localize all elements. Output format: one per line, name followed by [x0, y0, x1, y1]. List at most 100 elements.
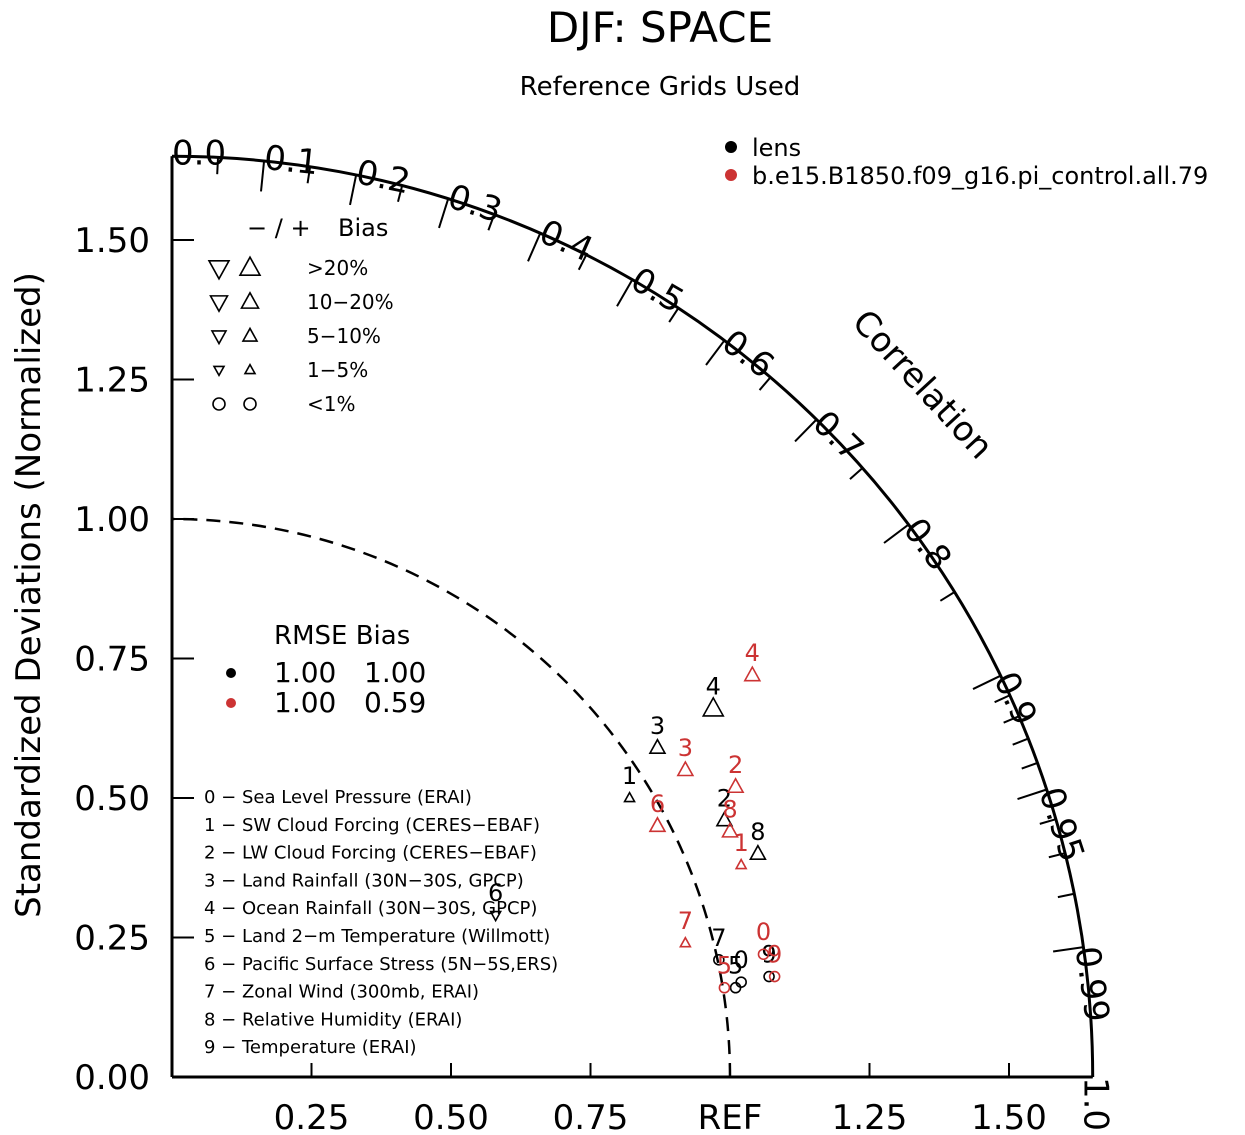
x-tick-label: 1.50 — [971, 1098, 1047, 1135]
corr-tick — [260, 160, 266, 192]
y-tick-label: 0.50 — [74, 779, 150, 819]
data-point-marker — [715, 810, 734, 827]
data-point-marker — [763, 970, 775, 983]
chart-subtitle: Reference Grids Used — [520, 72, 801, 102]
corr-tick-label: 0.0 — [172, 133, 226, 173]
variable-list-item: 6 − Pacific Surface Stress (5N−5S,ERS) — [204, 954, 558, 975]
data-point: 6 — [648, 790, 667, 833]
corr-tick-label: 0.95 — [1030, 782, 1092, 866]
reference-arc — [171, 517, 732, 1078]
corr-minor-tick — [306, 166, 312, 184]
data-point-marker — [734, 857, 748, 870]
variable-list-item: 8 − Relative Humidity (ERAI) — [204, 1009, 462, 1030]
corr-tick — [349, 174, 358, 206]
data-point-marker — [718, 981, 731, 994]
data-point-marker — [729, 981, 742, 994]
x-tick-label: REF — [698, 1098, 763, 1135]
series-legend-label: b.e15.B1850.f09_g16.pi_control.all.79 — [752, 162, 1208, 190]
data-point-label: 2 — [728, 751, 743, 779]
corr-minor-tick — [577, 254, 588, 271]
variable-list-item: 5 − Land 2−m Temperature (Willmott) — [204, 926, 550, 947]
data-point: 0 — [756, 918, 771, 961]
y-axis-label: Standardized Deviations (Normalized) — [9, 272, 49, 918]
bias-legend-label: 1−5% — [307, 358, 368, 382]
corr-minor-tick — [668, 307, 680, 323]
data-point-marker — [648, 738, 667, 754]
bias-legend-label: 10−20% — [307, 290, 394, 314]
x-tick-label: 0.75 — [553, 1098, 629, 1135]
rmse-bias-value: 1.00 — [364, 656, 426, 689]
corr-minor-tick — [487, 214, 496, 231]
corr-minor-tick — [216, 157, 220, 175]
data-point-label: 6 — [488, 879, 503, 907]
data-point-marker — [713, 954, 725, 966]
corr-minor-tick — [758, 376, 772, 391]
corr-tick — [438, 198, 450, 229]
data-point-marker — [489, 910, 502, 923]
y-tick-label: 0.75 — [74, 640, 150, 680]
corr-minor-tick — [939, 591, 956, 602]
corr-tick-label: 0.9 — [985, 666, 1045, 732]
bias-legend-circle-icon — [212, 397, 226, 411]
x-tick-label: 1.25 — [832, 1098, 908, 1135]
data-point-marker — [648, 816, 667, 833]
variable-list-item: 9 − Temperature (ERAI) — [204, 1037, 417, 1058]
variable-list-item: 7 − Zonal Wind (300mb, ERAI) — [204, 982, 479, 1003]
bias-legend-label: <1% — [307, 392, 356, 416]
data-point-label: 4 — [745, 639, 760, 667]
data-point-label: 1 — [622, 762, 637, 790]
data-point: 1 — [622, 762, 637, 803]
corr-tick-label: 0.2 — [353, 152, 414, 202]
data-point-label: 8 — [722, 795, 737, 823]
data-point-label: 9 — [767, 941, 782, 969]
y-tick-label: 1.25 — [74, 361, 150, 401]
outer-arc — [171, 154, 1095, 1078]
corr-tick — [527, 232, 542, 262]
data-point: 6 — [488, 879, 503, 923]
data-point-marker — [679, 936, 692, 948]
rmse-table-header: RMSE Bias — [274, 621, 410, 651]
bias-legend-sign: − / + — [247, 214, 311, 242]
corr-minor-tick — [1012, 737, 1029, 746]
data-point-marker — [757, 948, 770, 961]
data-point-label: 7 — [711, 924, 726, 952]
corr-minor-tick — [1048, 852, 1066, 859]
corr-minor-tick — [1057, 892, 1075, 899]
y-tick-label: 1.50 — [74, 221, 150, 261]
rmse-value: 1.00 — [274, 686, 336, 719]
y-tick-label: 0.00 — [74, 1058, 150, 1098]
bias-legend-up-triangle-icon — [238, 255, 262, 277]
data-point: 2 — [726, 751, 745, 794]
corr-tick-label: 0.5 — [624, 260, 691, 322]
corr-minor-tick — [1003, 715, 1020, 724]
y-tick-label: 0.25 — [74, 919, 150, 959]
corr-tick-label: 0.1 — [262, 138, 320, 183]
data-point-label: 4 — [706, 673, 721, 701]
data-point: 4 — [743, 639, 762, 682]
data-point-marker — [749, 844, 767, 861]
data-point-label: 5 — [717, 952, 732, 980]
data-point: 8 — [749, 818, 767, 861]
corr-tick-label: 0.7 — [805, 403, 872, 469]
variable-list-item: 0 − Sea Level Pressure (ERAI) — [204, 787, 472, 808]
data-point-marker — [768, 970, 781, 983]
rmse-value: 1.00 — [274, 656, 336, 689]
x-tick-label: 0.50 — [413, 1098, 489, 1135]
data-point: 3 — [648, 712, 667, 754]
corr-tick — [794, 418, 818, 443]
data-point: 3 — [676, 734, 695, 777]
data-point-marker — [743, 665, 762, 682]
data-point: 5 — [728, 952, 743, 994]
corr-minor-tick — [994, 694, 1011, 704]
data-point-marker — [726, 777, 745, 794]
bias-legend-up-triangle-icon — [241, 326, 259, 342]
bias-legend-up-triangle-icon — [240, 291, 260, 309]
chart-title: DJF: SPACE — [547, 3, 773, 52]
series-legend-dot — [725, 169, 737, 181]
data-point-label: 3 — [678, 734, 693, 762]
data-point-marker — [721, 821, 739, 838]
data-point: 9 — [767, 941, 782, 983]
data-point: 8 — [721, 795, 739, 838]
